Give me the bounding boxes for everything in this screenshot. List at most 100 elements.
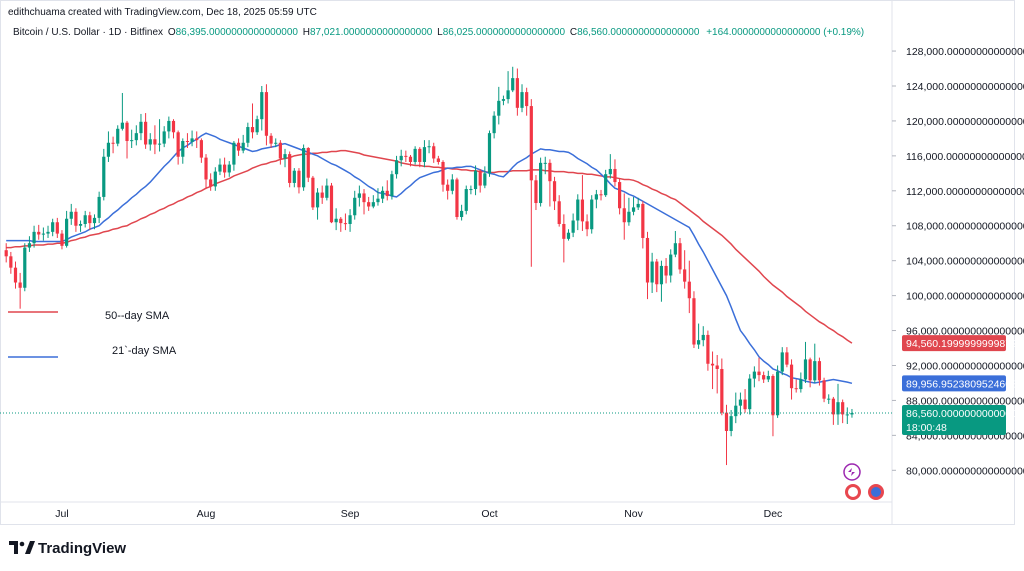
candle-body	[645, 237, 650, 283]
candle-body	[724, 412, 729, 431]
candle-body	[348, 215, 352, 224]
candle-body	[552, 181, 557, 202]
candle-body	[357, 193, 361, 198]
candle-body	[232, 142, 236, 165]
candle-body	[41, 233, 45, 235]
candle-body	[418, 148, 422, 162]
candle-body	[78, 223, 83, 226]
candle-body	[762, 375, 766, 380]
y-tick-label: 124,000.0000000000000000	[906, 81, 1024, 93]
candle-body	[120, 122, 124, 129]
candle-body	[608, 168, 612, 175]
candle-body	[185, 141, 190, 143]
candle-body	[715, 365, 719, 369]
candle-body	[636, 203, 640, 208]
candle-body	[4, 250, 8, 257]
candle-body	[362, 193, 366, 203]
candle-body	[473, 170, 478, 190]
candle-body	[371, 202, 375, 207]
candle-body	[246, 127, 250, 143]
y-tick-label: 80,000.0000000000000000	[906, 465, 1024, 477]
icon	[871, 487, 881, 497]
candle-body	[422, 147, 427, 162]
candle-body	[701, 334, 705, 341]
candle-body	[655, 261, 659, 285]
candle-body	[209, 179, 213, 187]
y-tick-label: 96,000.0000000000000000	[906, 326, 1024, 338]
x-tick-label: Sep	[341, 508, 360, 520]
icon	[848, 468, 855, 476]
candle-body	[752, 371, 756, 379]
candle-body	[213, 171, 217, 187]
candle-body	[748, 378, 752, 410]
credit: edithchuama created with TradingView.com…	[8, 7, 317, 18]
candle-body	[37, 231, 41, 235]
toolbar-icons	[843, 463, 884, 500]
price-tag	[902, 375, 1006, 392]
y-tick-label: 88,000.0000000000000000	[906, 395, 1024, 407]
candle-body	[404, 155, 408, 157]
candle-body	[697, 340, 701, 345]
candle-body	[190, 138, 194, 142]
candle-body	[580, 199, 585, 222]
candle-body	[241, 142, 245, 151]
candle-body	[148, 139, 152, 145]
candle-body	[776, 371, 780, 416]
candle-body	[478, 170, 482, 186]
candle-body	[571, 220, 575, 233]
candle-body	[469, 189, 473, 191]
candle-body	[436, 158, 440, 162]
candle-body	[734, 405, 738, 417]
candle-body	[106, 142, 111, 157]
symbol: Bitcoin / U.S. Dollar · 1D · Bitfinex	[13, 27, 163, 38]
candle-body	[562, 223, 566, 239]
price-tag-label: 94,560.1999999999872	[906, 338, 1017, 350]
candle-body	[51, 222, 55, 232]
candles	[4, 66, 854, 466]
candle-body	[836, 402, 840, 415]
low-key: L	[437, 27, 443, 38]
candle-body	[69, 211, 73, 219]
candle-body	[218, 164, 222, 172]
x-tick-label: Jul	[55, 508, 68, 520]
candle-body	[789, 364, 794, 389]
candle-body	[204, 157, 208, 180]
candle-body	[539, 162, 543, 204]
x-tick-label: Oct	[481, 508, 497, 520]
candle-body	[650, 261, 654, 283]
candle-body	[325, 185, 329, 198]
candle-body	[65, 218, 69, 246]
candle-body	[153, 139, 157, 145]
logo-mark	[9, 541, 18, 554]
open-key: O	[168, 27, 176, 38]
candle-body	[320, 192, 324, 198]
candle-body	[55, 222, 59, 234]
price-tag	[902, 405, 1006, 436]
candle-body	[46, 231, 50, 234]
x-tick-label: Nov	[624, 508, 643, 520]
logo-mark	[25, 541, 35, 554]
candle-body	[627, 211, 631, 223]
candle-body	[590, 199, 594, 230]
countdown: 18:00:48	[906, 422, 947, 434]
price-tag-label: 89,956.9523809524608	[906, 378, 1017, 390]
candle-body	[613, 168, 617, 183]
candle-body	[664, 265, 668, 276]
candle-body	[604, 174, 608, 196]
ohlc-header: Bitcoin / U.S. Dollar · 1D · Bitfinex O8…	[13, 27, 864, 38]
y-tick-label: 128,000.0000000000000000	[906, 46, 1024, 58]
candle-body	[515, 78, 519, 108]
candle-body	[483, 173, 487, 186]
candle-body	[144, 121, 148, 145]
candle-body	[446, 184, 450, 191]
candle-body	[729, 416, 733, 431]
candle-body	[116, 128, 120, 144]
candle-body	[622, 208, 626, 223]
candle-body	[102, 156, 106, 197]
candle-body	[27, 243, 32, 248]
candle-body	[125, 122, 129, 142]
candle-body	[543, 162, 547, 164]
candle-body	[427, 146, 431, 148]
candle-body	[134, 133, 138, 141]
